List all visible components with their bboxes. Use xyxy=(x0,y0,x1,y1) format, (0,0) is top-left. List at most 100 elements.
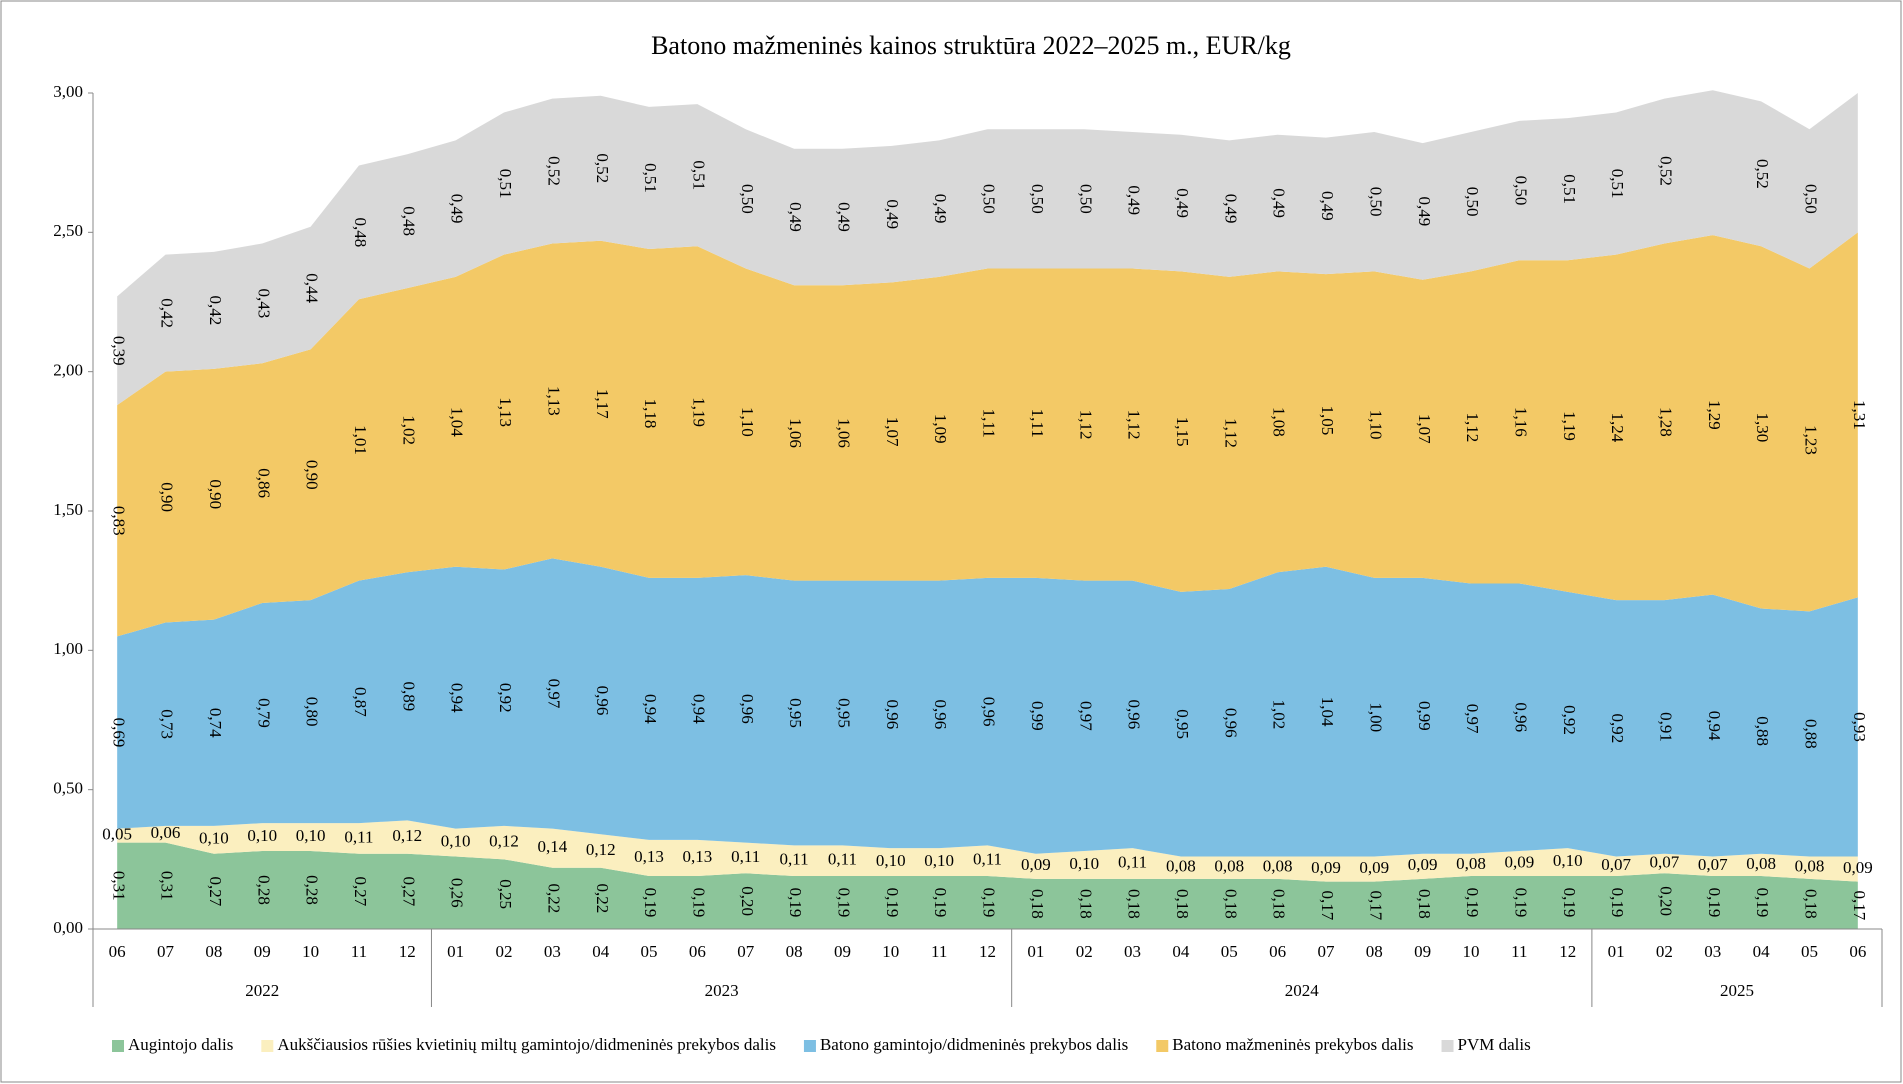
x-tick-label: 05 xyxy=(1221,942,1238,961)
data-label: 0,43 xyxy=(254,289,273,319)
group-label: 2024 xyxy=(1285,981,1320,1000)
data-label: 0,99 xyxy=(1415,701,1434,731)
data-label: 0,93 xyxy=(1850,712,1869,742)
data-label: 0,88 xyxy=(1753,716,1772,746)
data-label: 0,18 xyxy=(1076,889,1095,919)
chart-title: Batono mažmeninės kainos struktūra 2022–… xyxy=(651,31,1291,60)
legend-swatch xyxy=(1156,1040,1169,1052)
data-label: 0,22 xyxy=(544,883,563,913)
y-tick-label: 2,50 xyxy=(53,221,83,240)
data-label: 0,39 xyxy=(109,336,128,366)
data-label: 0,27 xyxy=(399,877,418,907)
data-label: 0,87 xyxy=(351,687,370,717)
data-label: 0,09 xyxy=(1021,855,1051,874)
x-tick-label: 06 xyxy=(109,942,126,961)
data-label: 0,90 xyxy=(303,460,322,490)
data-label: 0,19 xyxy=(883,888,902,918)
legend-label: Batono mažmeninės prekybos dalis xyxy=(1172,1035,1413,1054)
data-label: 0,07 xyxy=(1650,852,1680,871)
data-label: 0,97 xyxy=(1463,704,1482,734)
x-tick-label: 05 xyxy=(641,942,658,961)
data-label: 0,91 xyxy=(1657,712,1676,742)
data-label: 0,10 xyxy=(199,829,229,848)
data-label: 0,11 xyxy=(973,850,1002,869)
data-label: 0,50 xyxy=(1802,184,1821,214)
data-label: 0,52 xyxy=(593,153,612,183)
data-label: 0,94 xyxy=(448,683,467,713)
data-label: 0,83 xyxy=(109,506,128,536)
data-label: 0,10 xyxy=(296,826,326,845)
y-tick-label: 1,50 xyxy=(53,500,83,519)
area xyxy=(117,842,1858,929)
x-tick-label: 07 xyxy=(157,942,175,961)
area xyxy=(117,232,1858,637)
data-label: 1,30 xyxy=(1753,413,1772,443)
data-label: 0,42 xyxy=(158,298,177,328)
data-label: 0,50 xyxy=(1463,187,1482,217)
data-label: 0,12 xyxy=(586,840,616,859)
data-label: 0,28 xyxy=(254,875,273,905)
data-label: 0,08 xyxy=(1214,857,1244,876)
data-label: 1,19 xyxy=(689,397,708,427)
data-label: 0,95 xyxy=(835,698,854,728)
x-tick-label: 09 xyxy=(1414,942,1431,961)
data-label: 0,28 xyxy=(303,875,322,905)
data-label: 0,49 xyxy=(786,202,805,232)
data-label: 1,23 xyxy=(1802,425,1821,455)
area xyxy=(117,558,1858,857)
data-label: 0,52 xyxy=(1753,159,1772,189)
legend-label: Batono gamintojo/didmeninės prekybos dal… xyxy=(820,1035,1128,1054)
data-label: 0,11 xyxy=(1118,852,1147,871)
data-label: 0,18 xyxy=(1173,889,1192,919)
data-label: 0,25 xyxy=(496,879,515,909)
data-label: 0,19 xyxy=(641,888,660,918)
data-label: 0,50 xyxy=(1076,184,1095,214)
data-label: 0,27 xyxy=(351,877,370,907)
data-label: 1,10 xyxy=(738,407,757,437)
x-tick-label: 11 xyxy=(931,942,947,961)
x-tick-label: 08 xyxy=(205,942,222,961)
data-label: 0,89 xyxy=(399,681,418,711)
y-tick-label: 3,00 xyxy=(53,82,83,101)
x-tick-label: 03 xyxy=(1124,942,1141,961)
data-label: 1,12 xyxy=(1221,418,1240,448)
data-label: 0,49 xyxy=(1173,188,1192,218)
data-label: 0,19 xyxy=(1608,888,1627,918)
group-label: 2025 xyxy=(1720,981,1754,1000)
data-label: 1,19 xyxy=(1560,411,1579,441)
x-tick-label: 10 xyxy=(302,942,319,961)
data-label: 0,94 xyxy=(641,694,660,724)
data-label: 0,09 xyxy=(1359,858,1389,877)
data-label: 0,95 xyxy=(1173,709,1192,739)
data-label: 0,10 xyxy=(876,851,906,870)
data-label: 0,05 xyxy=(102,825,132,844)
data-label: 0,11 xyxy=(344,827,373,846)
x-tick-label: 07 xyxy=(737,942,755,961)
data-label: 0,09 xyxy=(1843,858,1873,877)
x-tick-label: 10 xyxy=(1463,942,1480,961)
data-label: 0,19 xyxy=(1560,888,1579,918)
data-label: 1,06 xyxy=(835,418,854,448)
data-label: 0,49 xyxy=(1221,194,1240,224)
data-label: 0,51 xyxy=(1560,174,1579,204)
y-tick-label: 2,00 xyxy=(53,361,83,380)
data-label: 0,49 xyxy=(1270,188,1289,218)
data-label: 1,01 xyxy=(351,425,370,455)
legend-label: Aukščiausios rūšies kvietinių miltų gami… xyxy=(277,1035,776,1054)
data-label: 0,08 xyxy=(1166,857,1196,876)
data-label: 1,12 xyxy=(1463,413,1482,443)
data-label: 0,94 xyxy=(689,694,708,724)
data-label: 1,06 xyxy=(786,418,805,448)
data-label: 1,02 xyxy=(399,415,418,445)
data-label: 0,09 xyxy=(1311,858,1341,877)
x-tick-label: 12 xyxy=(979,942,996,961)
data-label: 0,19 xyxy=(1463,888,1482,918)
data-label: 0,27 xyxy=(206,877,225,907)
data-label: 0,51 xyxy=(689,160,708,190)
data-label: 0,97 xyxy=(1076,701,1095,731)
data-label: 0,94 xyxy=(1705,711,1724,741)
x-tick-label: 02 xyxy=(1076,942,1093,961)
x-tick-label: 06 xyxy=(1269,942,1286,961)
data-label: 0,26 xyxy=(448,878,467,908)
